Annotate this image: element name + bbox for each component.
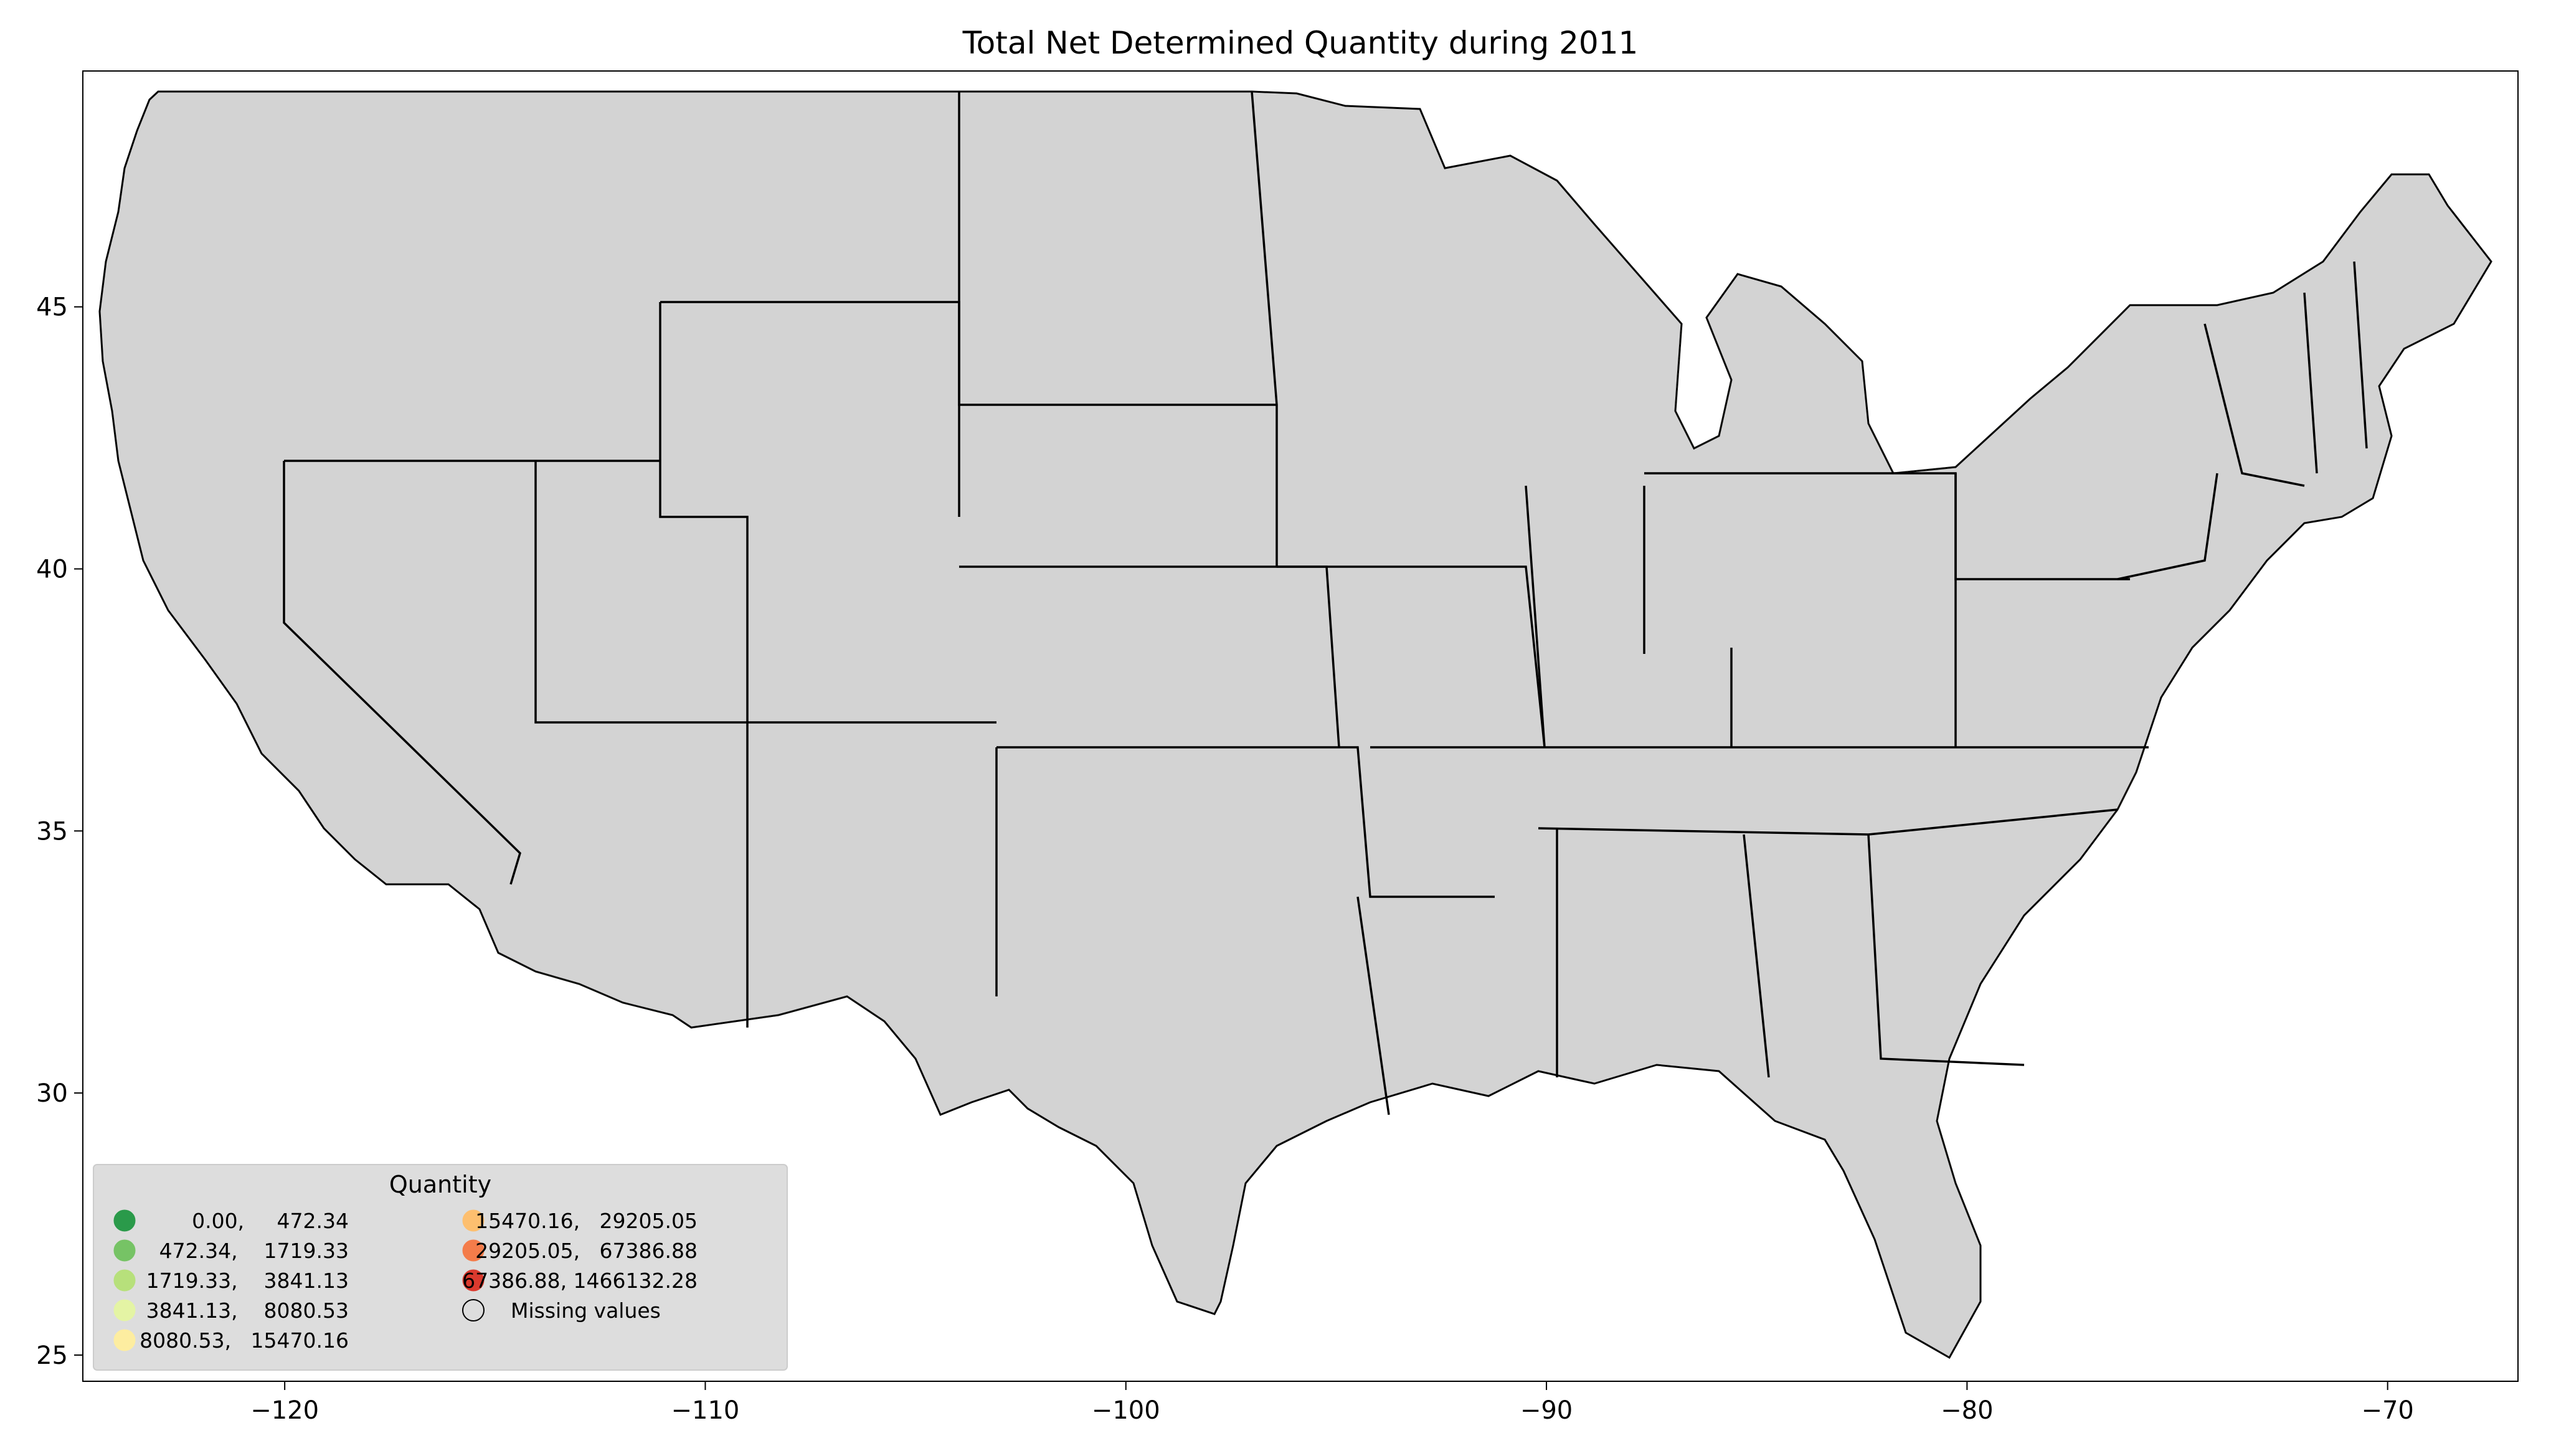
y-tick-label: 40 [36, 555, 68, 584]
y-tick-label: 25 [36, 1341, 68, 1370]
legend-marker [462, 1299, 485, 1321]
legend-label: 67386.88, 1466132.28 [462, 1269, 698, 1293]
state-boundaries [283, 91, 2368, 1115]
x-tick-label: −80 [1941, 1396, 1993, 1425]
map-area [98, 90, 2492, 1359]
x-tick-label: −100 [1092, 1396, 1160, 1425]
legend-label: 472.34, 1719.33 [159, 1239, 349, 1263]
y-tick-label: 35 [36, 817, 68, 846]
x-tick-label: −90 [1520, 1396, 1573, 1425]
legend-marker [113, 1209, 136, 1232]
x-tick-label: −110 [671, 1396, 740, 1425]
y-tick-label: 45 [36, 293, 68, 322]
y-tick-label: 30 [36, 1079, 68, 1108]
legend-marker [113, 1299, 136, 1321]
legend-title: Quantity [389, 1171, 491, 1198]
legend-marker [462, 1239, 485, 1262]
legend-label: 0.00, 472.34 [192, 1209, 349, 1233]
legend-label: 8080.53, 15470.16 [140, 1328, 349, 1353]
legend-label: 29205.05, 67386.88 [475, 1239, 698, 1263]
map-title: Total Net Determined Quantity during 201… [962, 25, 1639, 61]
legend-label: Missing values [511, 1298, 661, 1323]
x-tick-label: −120 [250, 1396, 319, 1425]
x-tick-label: −70 [2361, 1396, 2413, 1425]
x-axis: −120 −110 −100 −90 −80 −70 [250, 1381, 2414, 1425]
legend-label: 3841.13, 8080.53 [146, 1298, 349, 1323]
legend-label: 1719.33, 3841.13 [146, 1269, 349, 1293]
legend-marker [113, 1239, 136, 1262]
legend-marker [113, 1329, 136, 1351]
legend-marker [113, 1269, 136, 1292]
legend-marker [462, 1269, 485, 1292]
legend: Quantity 0.00, 472.34 472.34, 1719.33 1719… [93, 1164, 788, 1371]
y-axis: 25 30 35 40 45 [36, 293, 83, 1370]
legend-label: 15470.16, 29205.05 [475, 1209, 698, 1233]
legend-marker [462, 1209, 485, 1232]
legend-box [93, 1164, 788, 1371]
